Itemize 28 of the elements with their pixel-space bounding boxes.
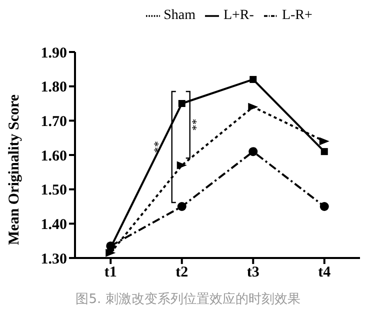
point bbox=[250, 76, 257, 83]
x-tick-label: t2 bbox=[176, 264, 188, 281]
point bbox=[177, 202, 186, 211]
legend-label: Sham bbox=[164, 8, 196, 23]
caption: 图5. 刺激改变系列位置效应的时刻效果 bbox=[74, 291, 302, 308]
point bbox=[320, 148, 328, 156]
legend-label: L-R+ bbox=[282, 8, 312, 23]
point bbox=[106, 248, 116, 257]
point bbox=[176, 161, 187, 170]
x-tick-label: t3 bbox=[246, 264, 260, 281]
y-tick-label: 1.80 bbox=[40, 80, 67, 96]
y-tick-label: 1.30 bbox=[40, 251, 67, 268]
x-tick-label: t1 bbox=[104, 264, 117, 281]
y-tick-label: 1.60 bbox=[40, 148, 67, 164]
annotation: ** bbox=[188, 118, 203, 131]
point bbox=[178, 100, 186, 107]
point bbox=[320, 202, 329, 211]
x-tick-label: t4 bbox=[318, 264, 332, 281]
annotation: ** bbox=[150, 141, 165, 153]
y-tick-label: 1.50 bbox=[40, 182, 67, 199]
y-tick-label: 1.40 bbox=[40, 216, 67, 233]
legend-label: L+R- bbox=[223, 8, 254, 23]
y-tick-label: 1.90 bbox=[40, 45, 67, 62]
y-axis-title: Mean Originality Score bbox=[6, 94, 22, 245]
point bbox=[248, 147, 258, 156]
y-tick-label: 1.70 bbox=[40, 114, 67, 130]
point bbox=[319, 137, 330, 146]
point bbox=[248, 102, 258, 111]
